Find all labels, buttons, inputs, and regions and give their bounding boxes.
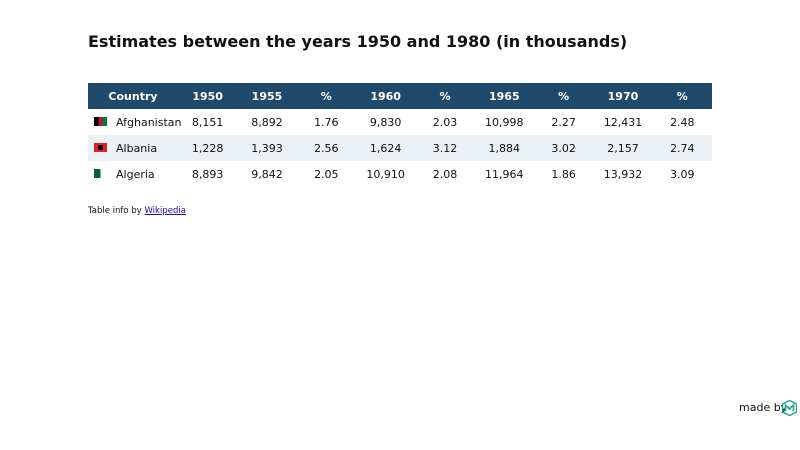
value-cell: 1.76 [314,115,339,129]
source-prefix: Table info by [88,206,142,216]
value-cell: 1,228 [178,135,238,161]
value-cell: 10,910 [366,167,405,181]
data-table: Country 1950 1955% 1960% 1965% 1970% Afghanis… [88,83,712,187]
column-header: 1950 [178,83,238,109]
value-cell: 8,151 [191,115,224,129]
value-cell: 2.56 [296,135,356,161]
country-name: Afghanistan [116,115,182,129]
column-header: % [652,83,712,109]
source-note: Table info by Wikipedia [88,206,186,216]
table-head: Country 1950 1955% 1960% 1965% 1970% [88,83,712,109]
table-row: Afghanistan 8,151 8,892 1.76 9,830 2.03 10,998… [88,109,712,135]
value-cell: 2.27 [551,115,576,129]
column-header: 1970 [593,83,653,109]
value-cell: 12,431 [603,115,643,129]
column-header: % [533,83,594,109]
value-cell: 2.03 [432,115,458,129]
value-cell: 8,893 [191,167,224,181]
column-header: Country [88,83,178,109]
column-header: 1960 [355,83,416,109]
column-header: % [296,83,356,109]
column-header: 1955 [237,83,297,109]
table-row: Albania 1,228 1,393 2.56 1,624 3.12 1,884 3.02 2… [88,135,712,161]
value-cell: 9,842 [251,167,283,181]
value-cell: 3.02 [533,135,594,161]
value-cell: 2.48 [670,115,695,129]
value-cell: 2,157 [593,135,653,161]
table-row: Algeria 8,893 9,842 2.05 10,910 2.08 11,964 1.8… [88,161,712,187]
flag-icon [94,143,107,152]
value-cell: 9,830 [369,115,402,129]
value-cell: 1,624 [355,135,416,161]
column-header: % [415,83,475,109]
country-name: Algeria [116,167,155,181]
country-cell: Afghanistan [88,109,182,135]
source-link[interactable]: Wikipedia [144,206,186,216]
credit: made by [739,401,788,414]
value-cell: 11,964 [485,167,524,181]
title: Estimates between the years 1950 and 198… [88,32,628,51]
value-cell: 8,892 [251,115,283,129]
value-cell: 10,998 [485,115,524,129]
value-cell: 3.12 [415,135,475,161]
value-cell: 2.05 [314,167,339,181]
header-row: Country 1950 1955% 1960% 1965% 1970% [88,83,712,109]
value-cell: 1,393 [237,135,297,161]
value-cell: 3.09 [670,167,695,181]
value-cell: 1.86 [551,167,576,181]
flag-icon [94,169,107,178]
column-header: 1965 [474,83,534,109]
flag-icon [94,117,107,126]
country-cell: Albania [88,135,178,161]
logo [782,400,797,416]
value-cell: 13,932 [603,167,643,181]
country-name: Albania [116,141,158,155]
value-cell: 2.08 [432,167,458,181]
value-cell: 1,884 [474,135,534,161]
table-body: Afghanistan 8,151 8,892 1.76 9,830 2.03 10,998… [88,109,712,187]
value-cell: 2.74 [652,135,712,161]
country-cell: Algeria [88,161,178,187]
